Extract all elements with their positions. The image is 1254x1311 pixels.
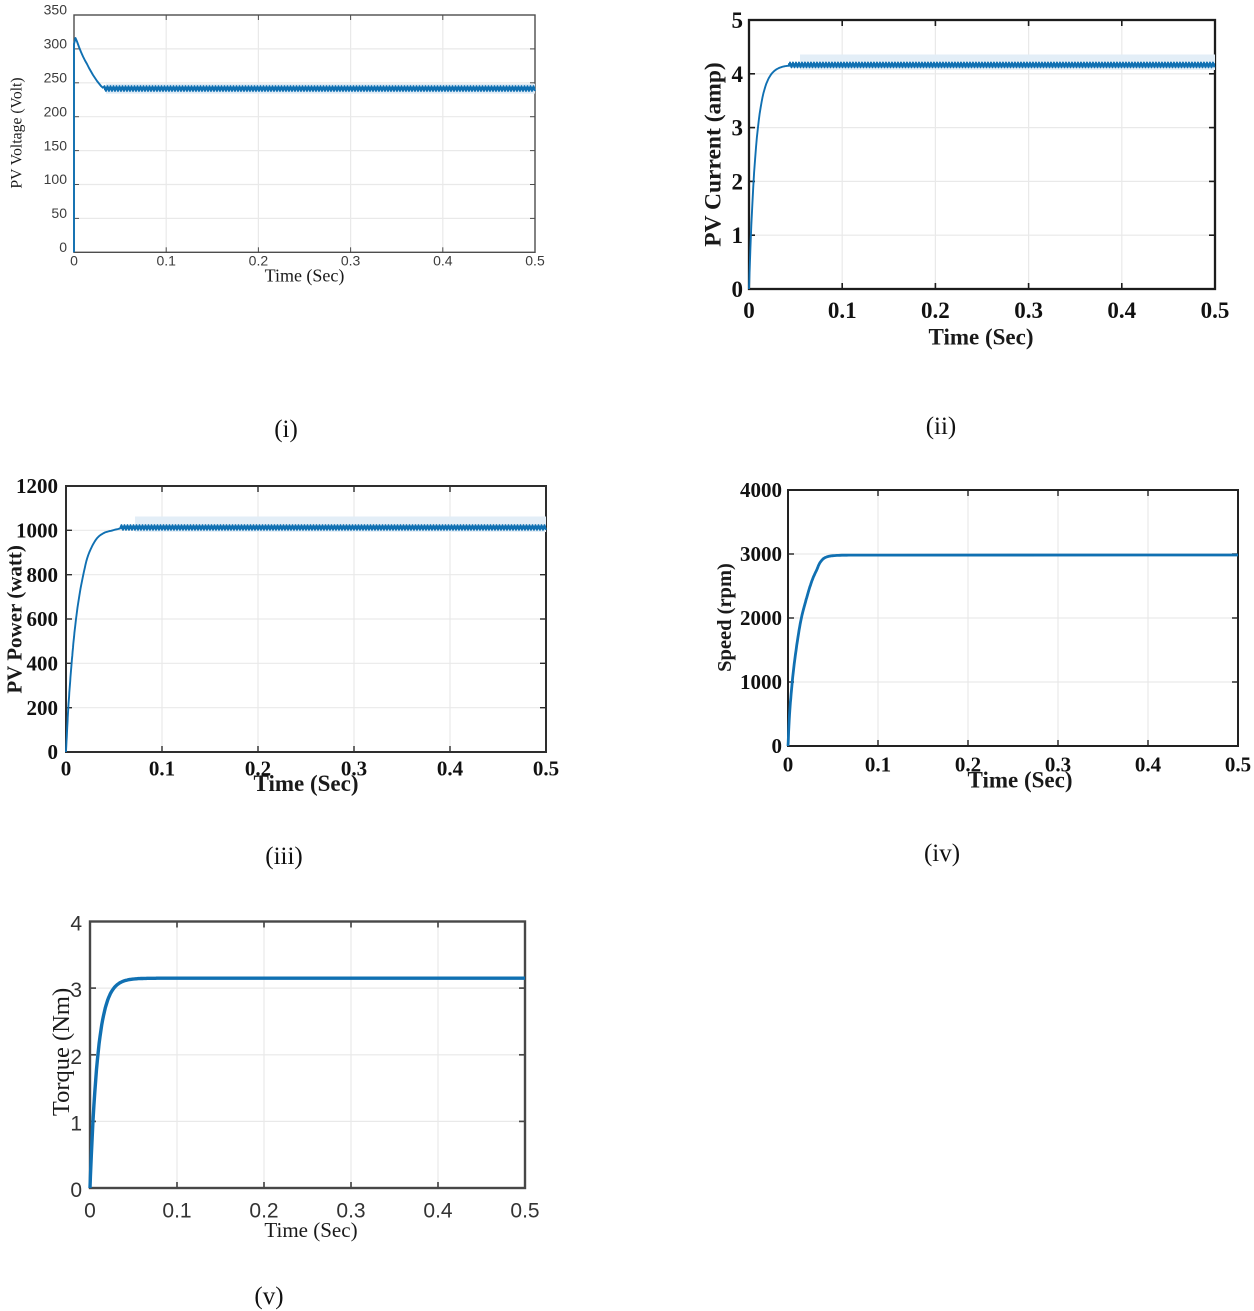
svg-text:0.1: 0.1 bbox=[156, 253, 176, 269]
svg-text:0.3: 0.3 bbox=[1045, 753, 1071, 777]
svg-text:0: 0 bbox=[59, 239, 67, 255]
svg-text:0.1: 0.1 bbox=[162, 1200, 191, 1223]
svg-text:(iii): (iii) bbox=[265, 843, 303, 870]
svg-text:1: 1 bbox=[732, 223, 744, 248]
svg-text:Time (Sec): Time (Sec) bbox=[929, 325, 1034, 350]
svg-text:(i): (i) bbox=[274, 416, 298, 443]
svg-text:0.4: 0.4 bbox=[423, 1200, 453, 1223]
svg-text:Time (Sec): Time (Sec) bbox=[254, 771, 359, 796]
svg-text:(iv): (iv) bbox=[924, 840, 960, 867]
svg-text:0: 0 bbox=[70, 1179, 82, 1202]
svg-text:4: 4 bbox=[732, 62, 744, 87]
svg-text:3000: 3000 bbox=[740, 542, 782, 566]
svg-text:0: 0 bbox=[772, 734, 783, 758]
svg-text:0.5: 0.5 bbox=[510, 1200, 539, 1223]
svg-text:(ii): (ii) bbox=[926, 413, 957, 440]
svg-text:0: 0 bbox=[61, 757, 72, 781]
svg-text:100: 100 bbox=[44, 171, 68, 187]
svg-text:350: 350 bbox=[44, 2, 68, 18]
svg-text:0.5: 0.5 bbox=[533, 757, 559, 781]
svg-text:Time (Sec): Time (Sec) bbox=[968, 768, 1073, 793]
svg-text:0.2: 0.2 bbox=[921, 298, 950, 323]
svg-text:600: 600 bbox=[27, 607, 59, 631]
svg-text:Time (Sec): Time (Sec) bbox=[264, 1218, 357, 1242]
svg-text:200: 200 bbox=[27, 696, 59, 720]
svg-text:Speed (rpm): Speed (rpm) bbox=[714, 563, 736, 672]
svg-text:50: 50 bbox=[51, 205, 67, 221]
svg-text:0: 0 bbox=[48, 740, 59, 764]
svg-text:200: 200 bbox=[44, 103, 68, 119]
svg-text:0: 0 bbox=[732, 277, 744, 302]
svg-text:0.1: 0.1 bbox=[865, 753, 891, 777]
svg-text:0.4: 0.4 bbox=[433, 253, 453, 269]
svg-text:0.2: 0.2 bbox=[249, 1200, 278, 1223]
svg-text:0.2: 0.2 bbox=[245, 757, 271, 781]
svg-text:1000: 1000 bbox=[740, 670, 782, 694]
svg-text:PV Voltage (Volt): PV Voltage (Volt) bbox=[9, 77, 26, 188]
svg-text:0: 0 bbox=[84, 1200, 96, 1223]
svg-text:0.3: 0.3 bbox=[336, 1200, 365, 1223]
svg-text:2: 2 bbox=[732, 169, 744, 194]
svg-text:PV Current (amp): PV Current (amp) bbox=[701, 62, 727, 247]
svg-text:0.4: 0.4 bbox=[437, 757, 464, 781]
svg-text:Torque (Nm): Torque (Nm) bbox=[48, 988, 75, 1116]
svg-text:0.2: 0.2 bbox=[249, 253, 269, 269]
svg-text:3: 3 bbox=[70, 979, 82, 1002]
svg-text:250: 250 bbox=[44, 70, 68, 86]
svg-text:0: 0 bbox=[70, 253, 78, 269]
svg-text:Time (Sec): Time (Sec) bbox=[265, 266, 345, 287]
svg-text:0.2: 0.2 bbox=[955, 753, 981, 777]
svg-text:2: 2 bbox=[70, 1046, 82, 1069]
svg-text:1: 1 bbox=[70, 1112, 82, 1135]
svg-text:3: 3 bbox=[732, 116, 744, 141]
svg-text:0.3: 0.3 bbox=[341, 253, 361, 269]
svg-text:0.5: 0.5 bbox=[1225, 753, 1251, 777]
svg-text:1000: 1000 bbox=[16, 518, 58, 542]
svg-text:400: 400 bbox=[27, 651, 59, 675]
svg-text:2000: 2000 bbox=[740, 606, 782, 630]
svg-text:4000: 4000 bbox=[740, 478, 782, 502]
svg-text:PV Power (watt): PV Power (watt) bbox=[3, 545, 27, 694]
svg-text:0.3: 0.3 bbox=[1014, 298, 1043, 323]
svg-text:5: 5 bbox=[732, 8, 744, 33]
svg-text:0.1: 0.1 bbox=[149, 757, 175, 781]
svg-text:0.1: 0.1 bbox=[828, 298, 857, 323]
svg-text:0.5: 0.5 bbox=[1201, 298, 1230, 323]
svg-text:0.4: 0.4 bbox=[1135, 753, 1162, 777]
svg-text:150: 150 bbox=[44, 137, 68, 153]
svg-text:(v): (v) bbox=[254, 1283, 283, 1310]
svg-text:0: 0 bbox=[743, 298, 755, 323]
svg-text:0.5: 0.5 bbox=[525, 253, 545, 269]
svg-text:1200: 1200 bbox=[16, 474, 58, 498]
svg-text:0.4: 0.4 bbox=[1107, 298, 1136, 323]
svg-text:300: 300 bbox=[44, 36, 68, 52]
svg-text:0.3: 0.3 bbox=[341, 757, 367, 781]
svg-text:0: 0 bbox=[783, 753, 794, 777]
svg-text:800: 800 bbox=[27, 563, 59, 587]
svg-text:4: 4 bbox=[70, 913, 82, 936]
